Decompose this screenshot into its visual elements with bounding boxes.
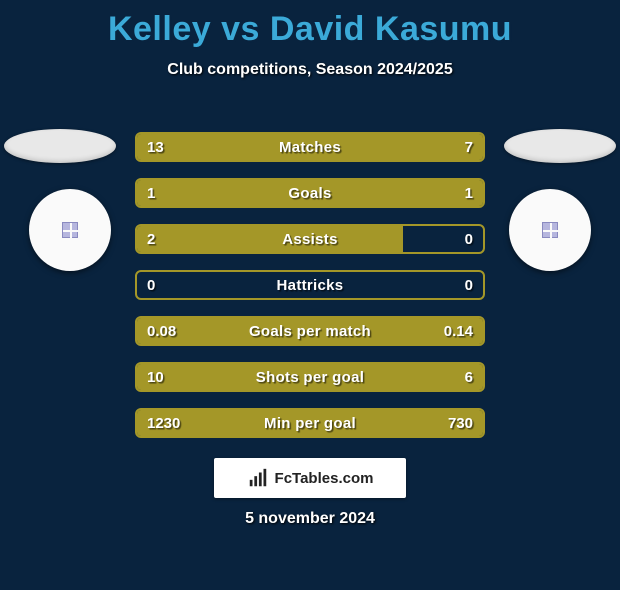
logo: FcTables.com: [214, 458, 406, 498]
stat-row: 0.080.14Goals per match: [135, 316, 485, 346]
stat-row: 11Goals: [135, 178, 485, 208]
stat-row: 20Assists: [135, 224, 485, 254]
player-right-avatar-oval: [504, 129, 616, 163]
stat-label: Shots per goal: [137, 364, 483, 390]
stat-row: 106Shots per goal: [135, 362, 485, 392]
stat-label: Goals per match: [137, 318, 483, 344]
stat-row: 1230730Min per goal: [135, 408, 485, 438]
subtitle: Club competitions, Season 2024/2025: [0, 61, 620, 79]
stat-label: Hattricks: [137, 272, 483, 298]
stat-label: Assists: [137, 226, 483, 252]
stat-label: Min per goal: [137, 410, 483, 436]
date-label: 5 november 2024: [0, 510, 620, 528]
stat-row: 00Hattricks: [135, 270, 485, 300]
player-right-club-badge: [509, 189, 591, 271]
placeholder-icon: [542, 222, 558, 238]
stat-label: Matches: [137, 134, 483, 160]
player-left-club-badge: [29, 189, 111, 271]
stat-row: 137Matches: [135, 132, 485, 162]
chart-bars-icon: [247, 467, 269, 489]
comparison-chart: 137Matches 11Goals 20Assists 00Hattricks 0.0…: [135, 132, 485, 454]
stat-label: Goals: [137, 180, 483, 206]
page-title: Kelley vs David Kasumu: [0, 10, 620, 49]
player-left-avatar-oval: [4, 129, 116, 163]
logo-text: FcTables.com: [275, 470, 374, 487]
placeholder-icon: [62, 222, 78, 238]
